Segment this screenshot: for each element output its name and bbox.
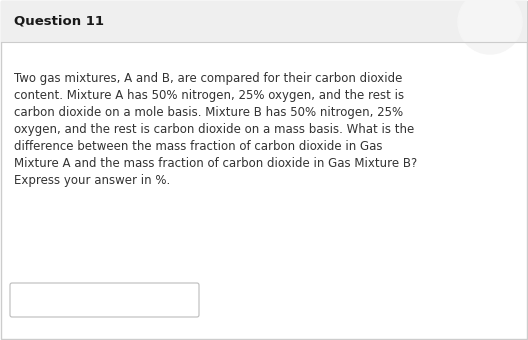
Text: oxygen, and the rest is carbon dioxide on a mass basis. What is the: oxygen, and the rest is carbon dioxide o…	[14, 123, 414, 136]
FancyBboxPatch shape	[10, 283, 199, 317]
Text: Express your answer in %.: Express your answer in %.	[14, 174, 170, 187]
Text: Mixture A and the mass fraction of carbon dioxide in Gas Mixture B?: Mixture A and the mass fraction of carbo…	[14, 157, 417, 170]
Text: Two gas mixtures, A and B, are compared for their carbon dioxide: Two gas mixtures, A and B, are compared …	[14, 72, 402, 85]
Circle shape	[458, 0, 522, 54]
Text: carbon dioxide on a mole basis. Mixture B has 50% nitrogen, 25%: carbon dioxide on a mole basis. Mixture …	[14, 106, 403, 119]
Text: Question 11: Question 11	[14, 15, 104, 28]
Bar	[1, 1, 527, 43]
Text: difference between the mass fraction of carbon dioxide in Gas: difference between the mass fraction of …	[14, 140, 382, 153]
Text: content. Mixture A has 50% nitrogen, 25% oxygen, and the rest is: content. Mixture A has 50% nitrogen, 25%…	[14, 89, 404, 102]
